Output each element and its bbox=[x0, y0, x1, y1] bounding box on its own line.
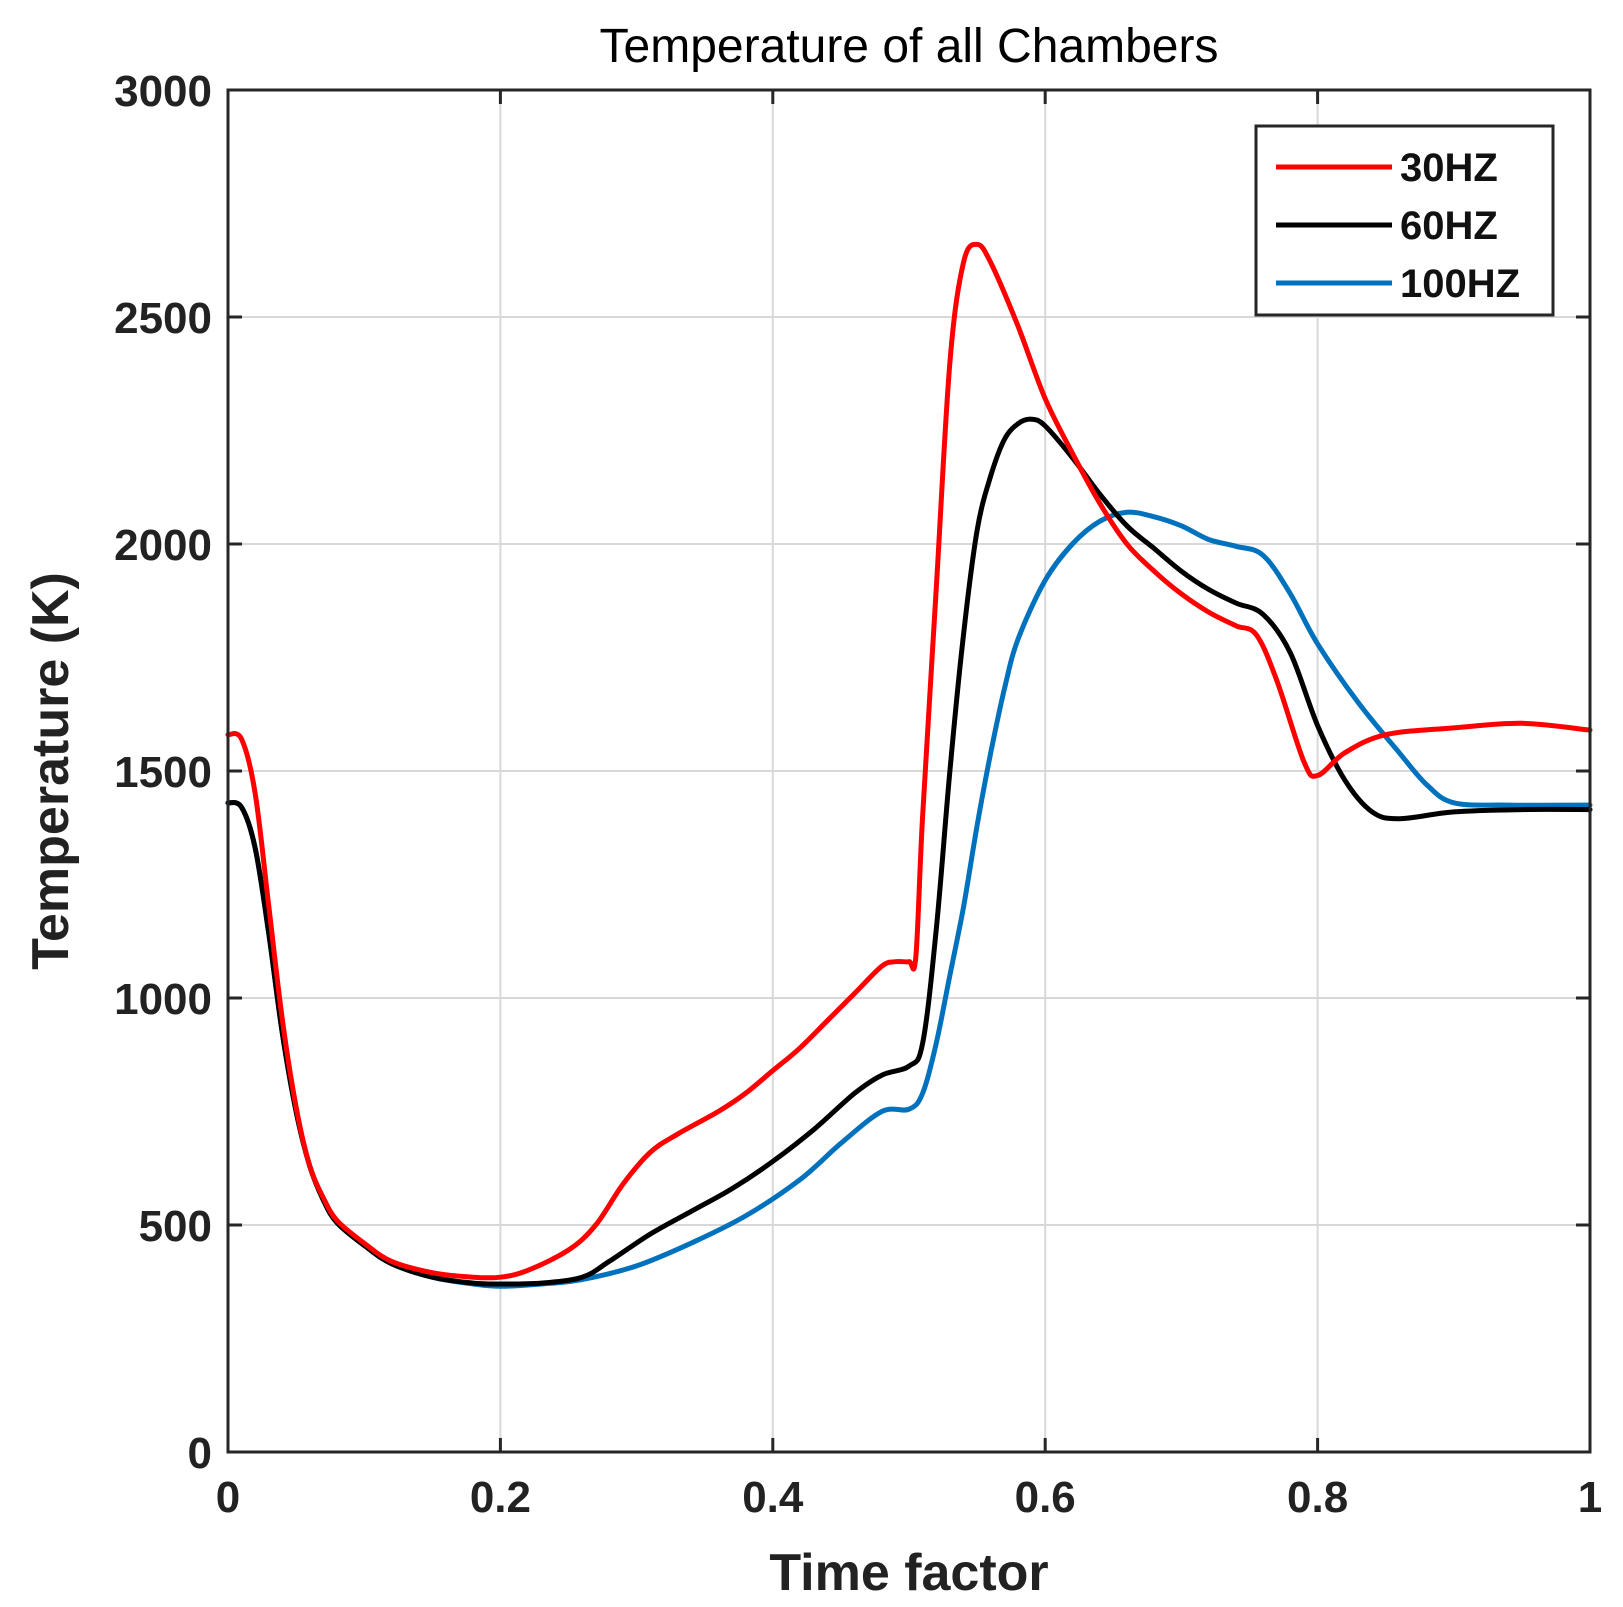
y-tick-label: 3000 bbox=[114, 67, 212, 116]
y-tick-label: 1000 bbox=[114, 975, 212, 1024]
legend-label-100hz: 100HZ bbox=[1400, 262, 1520, 306]
y-tick-label: 0 bbox=[188, 1429, 212, 1478]
legend-label-30hz: 30HZ bbox=[1400, 146, 1498, 190]
x-tick-label: 0.4 bbox=[742, 1473, 804, 1522]
y-tick-label: 2500 bbox=[114, 294, 212, 343]
y-axis-label: Temperature (K) bbox=[22, 572, 80, 970]
y-tick-label: 500 bbox=[139, 1202, 212, 1251]
axis-ticks: 0 0.2 0.4 0.6 0.8 1 0 500 1000 1500 2000 2500 3000 bbox=[114, 67, 1602, 1522]
x-tick-label: 1 bbox=[1578, 1473, 1602, 1522]
legend-items: 30HZ 60HZ 100HZ bbox=[1276, 146, 1520, 306]
x-axis-label: Time factor bbox=[769, 1544, 1048, 1602]
x-tick-label: 0 bbox=[216, 1473, 240, 1522]
chart-title: Temperature of all Chambers bbox=[600, 20, 1219, 73]
y-tick-label: 2000 bbox=[114, 521, 212, 570]
series-lines bbox=[225, 241, 1593, 1289]
legend: 30HZ 60HZ 100HZ bbox=[1254, 124, 1555, 317]
series-line-30hz bbox=[225, 241, 1593, 1281]
y-tick-label: 1500 bbox=[114, 748, 212, 797]
x-tick-label: 0.2 bbox=[470, 1473, 531, 1522]
grid-lines bbox=[228, 90, 1590, 1452]
x-tick-label: 0.6 bbox=[1015, 1473, 1076, 1522]
x-tick-label: 0.8 bbox=[1287, 1473, 1348, 1522]
legend-label-60hz: 60HZ bbox=[1400, 204, 1498, 248]
